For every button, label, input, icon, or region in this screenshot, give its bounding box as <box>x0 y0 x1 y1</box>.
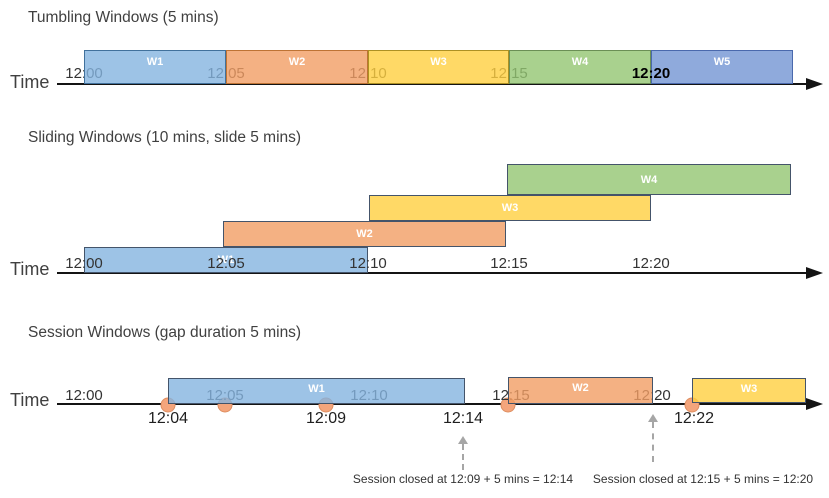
session-window-w3: W3 <box>692 378 806 403</box>
event-label-12-14: 12:14 <box>442 410 484 427</box>
annotation-arrow-up-icon <box>648 414 658 422</box>
tick-12-00: 12:00 <box>65 387 103 404</box>
window-label: W1 <box>146 56 164 68</box>
window-label: W3 <box>501 202 519 214</box>
section-title-tumbling: Tumbling Windows (5 mins) <box>28 9 219 26</box>
annotation-arrow-dash <box>462 444 464 470</box>
tick-12-15: 12:15 <box>490 255 528 272</box>
annotation-arrow-up-icon <box>458 436 468 444</box>
event-label-12-09: 12:09 <box>305 410 347 427</box>
session-closed-annotation-2: Session closed at 12:15 + 5 mins = 12:20 <box>592 472 814 486</box>
time-axis-label: Time <box>10 259 50 279</box>
window-label: W1 <box>217 254 235 266</box>
session-closed-annotation-1: Session closed at 12:09 + 5 mins = 12:14 <box>352 472 574 486</box>
tumbling-window-w3: W3 <box>368 50 509 84</box>
window-label: W2 <box>572 382 589 394</box>
section-title-session: Session Windows (gap duration 5 mins) <box>28 324 302 341</box>
sliding-window-w1: W1 <box>84 247 368 273</box>
annotation-arrow-dash <box>652 422 654 462</box>
tick-12-10: 12:10 <box>349 255 387 272</box>
time-axis-label: Time <box>10 390 50 410</box>
window-label: W2 <box>356 228 373 240</box>
session-window-w1: W1 <box>168 378 465 404</box>
tumbling-window-w1: W1 <box>84 50 226 84</box>
time-axis-label: Time <box>10 72 50 92</box>
session-window-w2: W2 <box>508 377 653 404</box>
time-axis-line <box>57 272 806 274</box>
time-axis-arrowhead-icon <box>806 267 823 279</box>
tumbling-window-w2: W2 <box>226 50 368 84</box>
sliding-window-w3: W3 <box>369 195 651 221</box>
event-label-12-04: 12:04 <box>147 410 189 427</box>
window-label: W1 <box>308 383 325 395</box>
time-axis-arrowhead-icon <box>806 78 823 90</box>
sliding-window-w4: W4 <box>507 164 791 195</box>
window-label: W3 <box>430 56 447 68</box>
sliding-window-w2: W2 <box>223 221 506 247</box>
window-label: W5 <box>713 56 731 68</box>
window-label: W4 <box>571 56 589 68</box>
tick-12-00: 12:00 <box>65 255 103 272</box>
window-label: W2 <box>288 56 306 68</box>
event-label-12-22: 12:22 <box>673 410 715 427</box>
tumbling-window-w4: W4 <box>509 50 651 84</box>
tick-12-20: 12:20 <box>631 65 671 82</box>
window-label: W3 <box>740 383 758 395</box>
tick-12-05: 12:05 <box>207 255 245 272</box>
time-axis-line <box>57 83 806 85</box>
tumbling-window-w5: W5 <box>651 50 793 84</box>
window-label: W4 <box>640 173 658 186</box>
tick-12-20: 12:20 <box>632 255 670 272</box>
time-axis-arrowhead-icon <box>806 398 823 410</box>
section-title-sliding: Sliding Windows (10 mins, slide 5 mins) <box>28 129 302 146</box>
time-axis-line <box>57 403 806 405</box>
